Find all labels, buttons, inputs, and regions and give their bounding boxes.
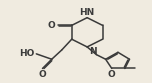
Text: HN: HN: [79, 8, 95, 17]
Text: N: N: [89, 47, 96, 56]
Text: O: O: [39, 70, 46, 79]
Text: O: O: [48, 21, 56, 30]
Text: HO: HO: [19, 49, 35, 58]
Text: O: O: [108, 70, 116, 79]
